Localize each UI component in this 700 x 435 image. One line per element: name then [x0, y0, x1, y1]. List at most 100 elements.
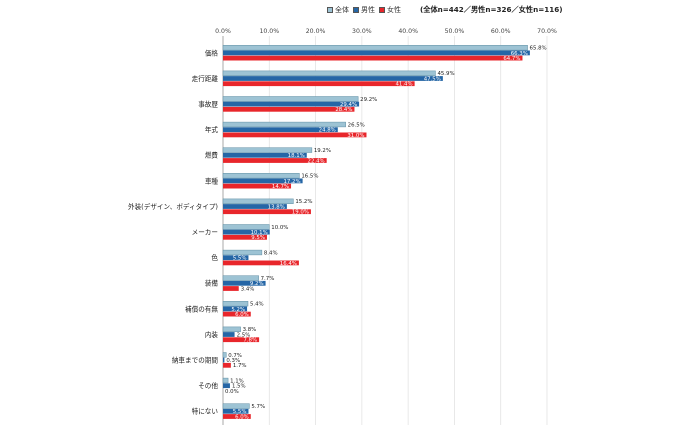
- bar-series-1: [222, 121, 346, 128]
- data-label-series-3: 19.0%: [292, 210, 309, 216]
- bar-series-3: [223, 414, 251, 419]
- legend-swatch-series-1: [327, 7, 333, 13]
- legend-label-series-1: 全体: [335, 6, 349, 14]
- data-label-series-1: 0.7%: [228, 353, 242, 359]
- category-label: 価格: [205, 48, 219, 57]
- bar-series-2: [223, 127, 338, 133]
- data-label-series-1: 3.8%: [243, 327, 257, 333]
- bar-series-3: [223, 55, 523, 61]
- x-tick-label: 50.0%: [445, 28, 465, 35]
- data-label-series-2: 2.5%: [237, 332, 251, 338]
- bar-series-1: [222, 326, 241, 332]
- category-label: 外装(デザイン、ボディタイプ): [128, 202, 218, 211]
- bar-series-1: [222, 198, 294, 204]
- bar-series-3: [223, 260, 299, 266]
- category-label: 燃費: [205, 151, 219, 160]
- data-label-series-1: 29.2%: [360, 97, 377, 103]
- category-label: 納車までの期間: [172, 356, 219, 365]
- bar-series-3: [223, 81, 415, 87]
- bar-series-3: [223, 311, 251, 317]
- data-label-series-3: 28.4%: [335, 107, 352, 113]
- bar-series-3: [223, 362, 231, 368]
- category-label: 車種: [205, 176, 219, 185]
- bar-series-3: [223, 209, 311, 215]
- legend-label-series-2: 男性: [361, 6, 375, 14]
- data-label-series-3: 31.0%: [347, 133, 364, 139]
- category-label: メーカー: [192, 229, 218, 237]
- data-label-series-2: 10.1%: [251, 230, 268, 236]
- category-label: 内装: [205, 330, 219, 339]
- data-label-series-2: 66.3%: [511, 51, 528, 57]
- data-label-series-3: 1.7%: [233, 363, 247, 369]
- x-tick-label: 70.0%: [537, 28, 557, 35]
- category-label: 色: [211, 253, 218, 262]
- x-tick-label: 40.0%: [398, 28, 418, 35]
- bar-series-2: [223, 204, 287, 209]
- bar-series-2: [223, 332, 235, 337]
- bar-series-1: [222, 45, 528, 51]
- data-label-series-1: 15.2%: [295, 199, 312, 205]
- data-label-series-2: 5.2%: [231, 307, 245, 313]
- data-label-series-2: 17.2%: [283, 179, 300, 185]
- data-label-series-3: 22.4%: [308, 158, 325, 164]
- bar-series-1: [222, 173, 300, 179]
- legend-label-series-3: 女性: [387, 6, 401, 14]
- data-label-series-1: 19.2%: [314, 148, 331, 154]
- bar-series-2: [223, 408, 249, 414]
- x-tick-label: 60.0%: [491, 28, 511, 35]
- data-label-series-1: 10.0%: [271, 225, 288, 231]
- data-label-series-3: 3.4%: [241, 286, 255, 292]
- sample-size-note: (全体n=442／男性n=326／女性n=116): [420, 5, 563, 14]
- bar-series-2: [223, 280, 266, 286]
- data-label-series-3: 64.7%: [503, 56, 520, 62]
- bar-series-2: [223, 383, 230, 389]
- x-tick-label: 0.0%: [215, 28, 231, 35]
- data-label-series-1: 65.8%: [530, 46, 547, 52]
- legend: 全体 男性 女性: [327, 4, 405, 16]
- bar-series-2: [223, 229, 270, 235]
- category-label: その他: [198, 381, 218, 390]
- data-label-series-2: 9.2%: [250, 281, 264, 287]
- data-label-series-2: 1.5%: [232, 384, 246, 390]
- bar-series-1: [222, 147, 313, 153]
- bar-series-1: [222, 275, 259, 281]
- data-label-series-3: 9.5%: [251, 235, 265, 241]
- category-label: 年式: [205, 125, 219, 134]
- bar-series-1: [222, 70, 436, 76]
- legend-swatch-series-2: [353, 7, 359, 13]
- data-label-series-1: 8.4%: [264, 250, 278, 256]
- data-label-series-2: 47.5%: [424, 76, 441, 82]
- bar-series-2: [223, 50, 530, 56]
- bar-series-3: [223, 183, 292, 189]
- bar-series-2: [223, 152, 307, 158]
- bar-series-1: [222, 301, 249, 307]
- bar-series-2: [223, 357, 225, 363]
- data-label-series-1: 26.5%: [348, 122, 365, 128]
- x-tick-label: 30.0%: [352, 28, 372, 35]
- legend-item-series-1: 全体: [327, 5, 349, 15]
- bar-series-3: [223, 337, 260, 343]
- category-label: 特にない: [192, 407, 219, 416]
- data-label-series-3: 6.0%: [235, 312, 249, 318]
- data-label-series-3: 7.8%: [243, 338, 257, 344]
- legend-item-series-2: 男性: [353, 5, 375, 15]
- data-label-series-1: 5.7%: [251, 404, 265, 410]
- bar-series-3: [223, 132, 367, 138]
- bar-series-2: [223, 178, 303, 184]
- legend-item-series-3: 女性: [379, 5, 401, 15]
- bar-series-3: [223, 158, 327, 163]
- bar-series-1: [222, 352, 227, 358]
- data-label-series-3: 16.4%: [280, 261, 297, 267]
- data-label-series-3: 41.4%: [395, 82, 412, 88]
- bar-series-1: [222, 96, 359, 102]
- bar-series-2: [223, 255, 249, 261]
- data-label-series-3: 0.0%: [225, 389, 239, 395]
- legend-swatch-series-3: [379, 7, 385, 13]
- data-label-series-1: 16.5%: [301, 174, 318, 180]
- category-label: 走行距離: [192, 74, 219, 83]
- bar-series-2: [223, 101, 360, 107]
- bar-series-1: [222, 249, 263, 256]
- data-label-series-3: 6.0%: [235, 414, 249, 420]
- data-label-series-1: 1.1%: [230, 378, 244, 384]
